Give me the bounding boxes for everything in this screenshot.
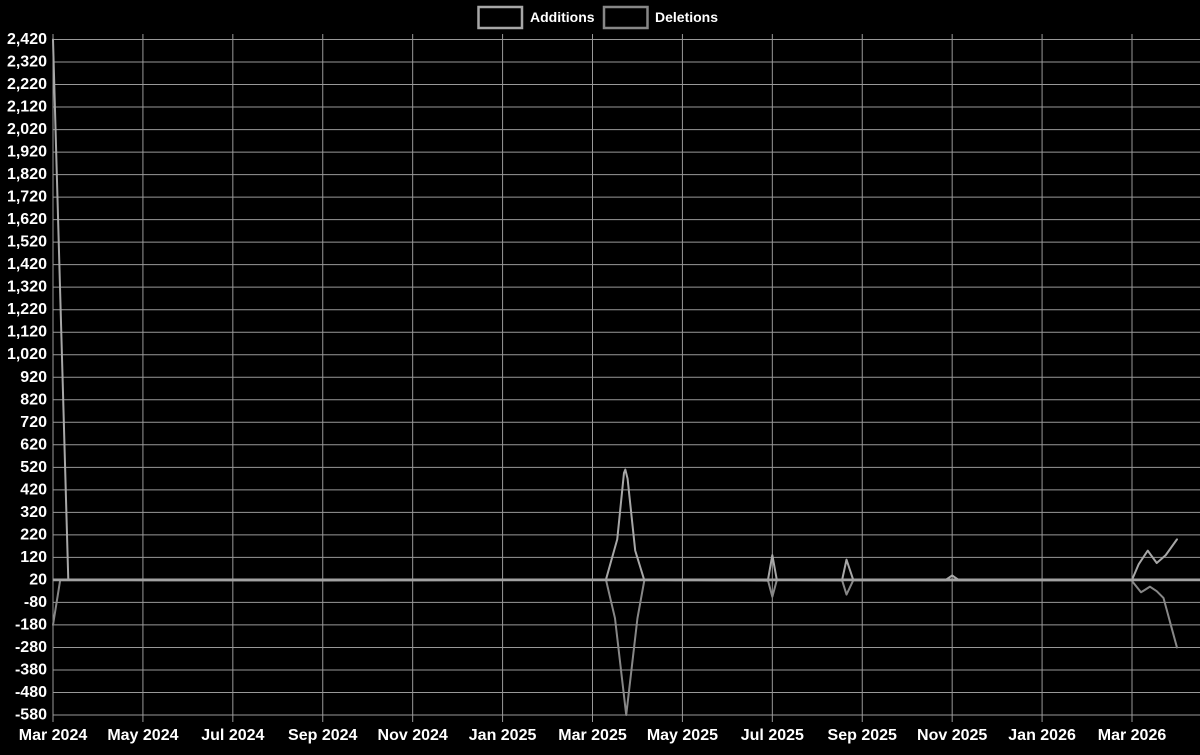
svg-text:-280: -280 [15, 639, 47, 656]
svg-text:520: 520 [20, 459, 47, 476]
svg-text:Nov 2025: Nov 2025 [917, 727, 987, 744]
svg-text:Jan 2025: Jan 2025 [469, 727, 537, 744]
svg-text:-380: -380 [15, 661, 47, 678]
svg-text:20: 20 [29, 571, 47, 588]
svg-text:420: 420 [20, 481, 47, 498]
svg-text:Mar 2024: Mar 2024 [19, 727, 88, 744]
svg-text:120: 120 [20, 549, 47, 566]
svg-text:920: 920 [20, 369, 47, 386]
svg-text:Mar 2026: Mar 2026 [1098, 727, 1167, 744]
svg-text:1,620: 1,620 [7, 211, 47, 228]
svg-text:Jul 2024: Jul 2024 [201, 727, 264, 744]
svg-text:1,120: 1,120 [7, 324, 47, 341]
svg-text:1,420: 1,420 [7, 256, 47, 273]
svg-text:Sep 2024: Sep 2024 [288, 727, 357, 744]
svg-text:1,520: 1,520 [7, 234, 47, 251]
svg-text:Mar 2025: Mar 2025 [558, 727, 627, 744]
svg-text:320: 320 [20, 504, 47, 521]
svg-text:1,320: 1,320 [7, 279, 47, 296]
svg-text:-480: -480 [15, 684, 47, 701]
svg-text:May 2024: May 2024 [107, 727, 178, 744]
svg-text:620: 620 [20, 436, 47, 453]
svg-text:-80: -80 [24, 594, 47, 611]
svg-text:-180: -180 [15, 616, 47, 633]
svg-text:1,820: 1,820 [7, 166, 47, 183]
svg-text:2,420: 2,420 [7, 31, 47, 48]
svg-text:1,720: 1,720 [7, 189, 47, 206]
svg-text:2,320: 2,320 [7, 54, 47, 71]
svg-text:Jul 2025: Jul 2025 [741, 727, 804, 744]
svg-text:2,220: 2,220 [7, 76, 47, 93]
svg-text:1,220: 1,220 [7, 301, 47, 318]
svg-text:Jan 2026: Jan 2026 [1008, 727, 1076, 744]
svg-text:820: 820 [20, 391, 47, 408]
svg-text:220: 220 [20, 526, 47, 543]
svg-text:2,120: 2,120 [7, 99, 47, 116]
svg-text:Additions: Additions [530, 9, 595, 25]
svg-text:Sep 2025: Sep 2025 [828, 727, 897, 744]
svg-text:1,020: 1,020 [7, 346, 47, 363]
svg-text:-580: -580 [15, 707, 47, 724]
svg-text:Nov 2024: Nov 2024 [378, 727, 448, 744]
svg-text:720: 720 [20, 414, 47, 431]
svg-text:2,020: 2,020 [7, 121, 47, 138]
svg-text:Deletions: Deletions [655, 9, 718, 25]
svg-text:May 2025: May 2025 [647, 727, 718, 744]
svg-text:1,920: 1,920 [7, 144, 47, 161]
